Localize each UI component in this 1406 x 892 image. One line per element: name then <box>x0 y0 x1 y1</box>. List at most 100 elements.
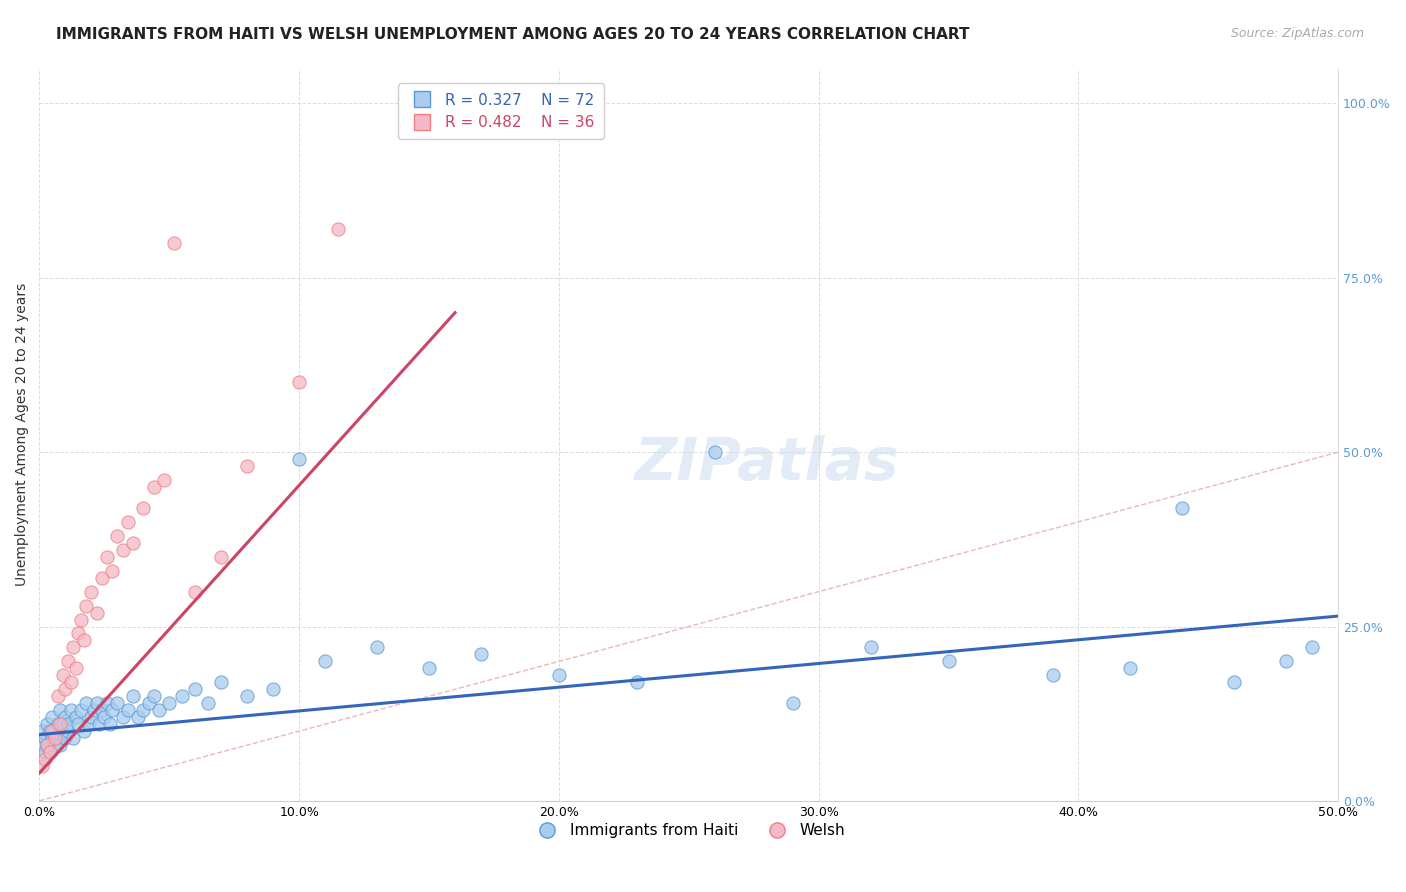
Point <box>288 452 311 467</box>
Point <box>65 710 87 724</box>
Point <box>153 473 176 487</box>
Point <box>75 599 97 613</box>
Point <box>44 731 66 745</box>
Point <box>1275 654 1298 668</box>
Point <box>86 696 108 710</box>
Point <box>59 703 82 717</box>
Point <box>86 606 108 620</box>
Point <box>62 640 84 655</box>
Point <box>80 584 103 599</box>
Point <box>1042 668 1064 682</box>
Point <box>52 724 75 739</box>
Text: IMMIGRANTS FROM HAITI VS WELSH UNEMPLOYMENT AMONG AGES 20 TO 24 YEARS CORRELATIO: IMMIGRANTS FROM HAITI VS WELSH UNEMPLOYM… <box>56 27 970 42</box>
Point <box>38 724 60 739</box>
Point <box>72 724 94 739</box>
Point <box>548 668 571 682</box>
Point <box>209 675 232 690</box>
Point <box>132 500 155 515</box>
Point <box>46 731 69 745</box>
Point <box>148 703 170 717</box>
Point <box>46 717 69 731</box>
Text: Source: ZipAtlas.com: Source: ZipAtlas.com <box>1230 27 1364 40</box>
Point <box>56 654 79 668</box>
Point <box>142 480 165 494</box>
Point <box>782 696 804 710</box>
Point <box>31 724 53 739</box>
Point <box>52 717 75 731</box>
Text: ZIPatlas: ZIPatlas <box>634 435 898 492</box>
Point <box>1301 640 1323 655</box>
Point <box>34 731 56 745</box>
Point <box>96 696 118 710</box>
Point <box>34 752 56 766</box>
Point <box>132 703 155 717</box>
Point <box>105 696 128 710</box>
Point <box>38 745 60 759</box>
Point <box>31 738 53 752</box>
Point <box>703 445 725 459</box>
Point <box>44 724 66 739</box>
Point <box>55 710 77 724</box>
Point <box>52 668 75 682</box>
Point <box>236 459 259 474</box>
Point <box>328 222 350 236</box>
Point <box>1223 675 1246 690</box>
Legend: Immigrants from Haiti, Welsh: Immigrants from Haiti, Welsh <box>526 817 852 845</box>
Point <box>163 235 186 250</box>
Point <box>56 717 79 731</box>
Point <box>117 703 139 717</box>
Point <box>67 717 90 731</box>
Point <box>236 690 259 704</box>
Point <box>262 682 284 697</box>
Point <box>41 731 63 745</box>
Point <box>366 640 388 655</box>
Point <box>98 717 121 731</box>
Point <box>172 690 194 704</box>
Point <box>46 690 69 704</box>
Point <box>111 710 134 724</box>
Point <box>62 731 84 745</box>
Point <box>34 745 56 759</box>
Point <box>77 717 100 731</box>
Point <box>49 738 72 752</box>
Point <box>105 529 128 543</box>
Point <box>31 759 53 773</box>
Point <box>38 745 60 759</box>
Point <box>1119 661 1142 675</box>
Point <box>65 661 87 675</box>
Point <box>859 640 882 655</box>
Point <box>55 682 77 697</box>
Point <box>80 710 103 724</box>
Point <box>127 710 149 724</box>
Point <box>70 613 93 627</box>
Point <box>41 724 63 739</box>
Point <box>93 710 115 724</box>
Point <box>55 731 77 745</box>
Point <box>184 584 207 599</box>
Point <box>157 696 180 710</box>
Point <box>470 648 492 662</box>
Point <box>89 717 111 731</box>
Point <box>49 717 72 731</box>
Point <box>288 376 311 390</box>
Point <box>209 549 232 564</box>
Point <box>70 703 93 717</box>
Point <box>90 571 112 585</box>
Point <box>101 703 124 717</box>
Point <box>41 710 63 724</box>
Point <box>142 690 165 704</box>
Point <box>314 654 336 668</box>
Point <box>117 515 139 529</box>
Point <box>72 633 94 648</box>
Point <box>67 626 90 640</box>
Point <box>197 696 219 710</box>
Point <box>938 654 960 668</box>
Point <box>1171 500 1194 515</box>
Point <box>37 717 59 731</box>
Point <box>111 542 134 557</box>
Point <box>56 724 79 739</box>
Point <box>122 690 145 704</box>
Point <box>49 703 72 717</box>
Point <box>75 696 97 710</box>
Point <box>138 696 160 710</box>
